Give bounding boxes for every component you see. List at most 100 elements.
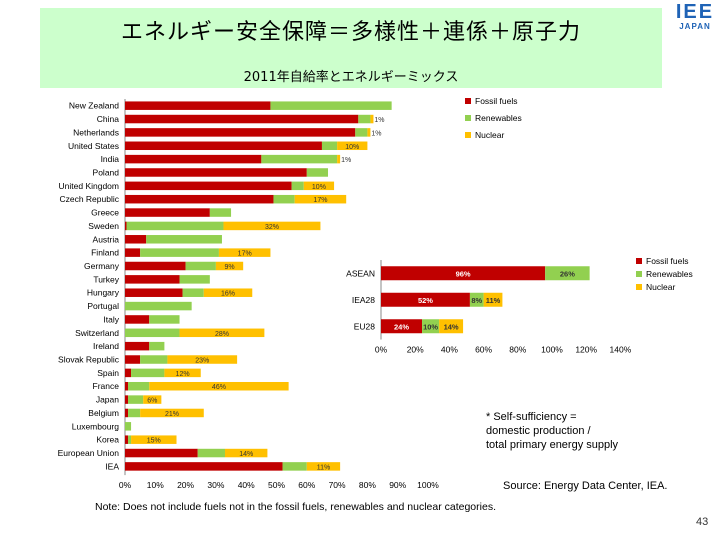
bar-fossil-new-zealand: [125, 101, 271, 110]
bar-renewables-luxembourg: [125, 422, 132, 431]
bar-nuclear-germany: [215, 261, 244, 271]
bar-nuclear-hungary: [203, 288, 253, 297]
self-sufficiency-footnote: * Self-sufficiency = domestic production…: [486, 410, 618, 452]
category-label-belgium: Belgium: [88, 408, 119, 418]
page-number: 43: [696, 516, 709, 528]
data-label-switzerland: 28%: [215, 331, 229, 338]
legend-label-fossil: Fossil fuels: [475, 96, 518, 106]
iee-japan-logo: IEE JAPAN: [672, 2, 718, 32]
category-label-united-states: United States: [68, 141, 119, 151]
bar-fossil-united-kingdom: [125, 181, 292, 191]
slide-title: エネルギー安全保障＝多様性＋連係＋原子力: [120, 20, 581, 45]
category-label-sweden: Sweden: [88, 221, 119, 231]
category-label-united-kingdom: United Kingdom: [59, 181, 119, 191]
inset-bar-renewables-iea28: [469, 292, 484, 307]
data-label-france: 46%: [212, 384, 226, 391]
data-label-united-states: 10%: [345, 144, 359, 151]
bar-renewables-iea: [282, 462, 307, 471]
x-tick-label-30: 30%: [207, 480, 224, 490]
bar-renewables-spain: [131, 368, 165, 378]
data-label-czech-republic: 17%: [313, 197, 327, 204]
bar-renewables-sweden: [126, 221, 224, 231]
category-label-netherlands: Netherlands: [73, 127, 119, 137]
inset-x-tick-label-0: 0%: [375, 345, 388, 355]
inset-data-label-nuclear-eu28: 14%: [444, 322, 459, 331]
inset-data-label-renewables-iea28: 8%: [471, 296, 482, 305]
bar-renewables-switzerland: [125, 328, 180, 338]
bar-renewables-greece: [209, 208, 232, 217]
category-label-turkey: Turkey: [93, 274, 119, 284]
category-label-germany: Germany: [84, 261, 120, 271]
bar-fossil-iea: [125, 462, 283, 471]
x-tick-label-40: 40%: [238, 480, 255, 490]
inset-legend-swatch-renewables: [636, 271, 642, 277]
data-label-sweden: 32%: [265, 224, 279, 231]
bar-fossil-belgium: [125, 408, 129, 418]
inset-category-label-asean: ASEAN: [346, 268, 375, 278]
legend-swatch-nuclear: [465, 132, 471, 138]
data-label-germany: 9%: [224, 264, 234, 271]
x-tick-label-50: 50%: [268, 480, 285, 490]
inset-bar-renewables-asean: [545, 266, 590, 281]
category-label-spain: Spain: [97, 368, 119, 378]
inset-x-tick-label-140: 140%: [610, 345, 632, 355]
footnote-line-2: domestic production /: [486, 425, 591, 437]
bar-renewables-ireland: [149, 341, 165, 351]
bar-nuclear-china: [370, 114, 374, 124]
inset-data-label-fossil-asean: 96%: [456, 269, 471, 278]
x-tick-label-70: 70%: [329, 480, 346, 490]
data-label-india: 1%: [341, 157, 351, 164]
data-label-china: 1%: [374, 117, 384, 124]
bar-nuclear-slovak-republic: [167, 355, 238, 364]
bar-fossil-finland: [125, 248, 141, 257]
category-label-european-union: European Union: [58, 448, 120, 458]
bar-fossil-germany: [125, 261, 186, 271]
bar-fossil-united-states: [125, 141, 322, 151]
category-label-austria: Austria: [93, 234, 120, 244]
bar-renewables-india: [261, 154, 338, 164]
bar-renewables-italy: [149, 315, 180, 324]
category-label-korea: Korea: [96, 435, 119, 445]
bar-fossil-turkey: [125, 275, 180, 284]
inset-bar-fossil-asean: [381, 266, 546, 281]
category-label-india: India: [101, 154, 120, 164]
bar-renewables-korea: [128, 435, 132, 444]
bar-fossil-sweden: [125, 221, 127, 231]
bar-fossil-china: [125, 114, 359, 124]
category-label-iea: IEA: [105, 461, 119, 471]
bar-fossil-greece: [125, 208, 210, 217]
bar-renewables-european-union: [197, 448, 225, 458]
bar-renewables-united-states: [321, 141, 338, 151]
inset-category-label-iea28: IEA28: [352, 295, 375, 305]
bar-fossil-india: [125, 154, 262, 164]
bar-fossil-spain: [125, 368, 132, 378]
inset-legend-swatch-fossil: [636, 258, 642, 264]
data-label-finland: 17%: [238, 251, 252, 258]
category-label-switzerland: Switzerland: [75, 328, 119, 338]
category-label-slovak-republic: Slovak Republic: [58, 355, 120, 365]
bar-renewables-turkey: [179, 275, 210, 284]
bar-renewables-united-kingdom: [291, 181, 304, 191]
category-label-portugal: Portugal: [87, 301, 119, 311]
inset-bar-nuclear-eu28: [439, 319, 464, 334]
data-label-netherlands: 1%: [371, 130, 381, 137]
inset-data-label-nuclear-iea28: 11%: [486, 296, 501, 305]
inset-bar-renewables-eu28: [422, 319, 440, 334]
bar-nuclear-belgium: [140, 408, 204, 418]
category-label-japan: Japan: [96, 395, 119, 405]
bar-nuclear-czech-republic: [294, 194, 347, 204]
inset-data-label-renewables-eu28: 10%: [423, 322, 438, 331]
category-label-hungary: Hungary: [87, 288, 120, 298]
x-tick-label-80: 80%: [359, 480, 376, 490]
data-label-slovak-republic: 23%: [195, 358, 209, 365]
inset-x-tick-label-80: 80%: [509, 345, 526, 355]
bar-renewables-germany: [185, 261, 216, 271]
data-label-iea: 11%: [317, 464, 331, 471]
bar-renewables-hungary: [182, 288, 204, 297]
bar-fossil-japan: [125, 395, 129, 404]
inset-bar-fossil-eu28: [381, 319, 423, 334]
bar-fossil-hungary: [125, 288, 183, 297]
title-banner: エネルギー安全保障＝多様性＋連係＋原子力 2011年自給率とエネルギーミックス: [40, 8, 662, 88]
inset-legend-swatch-nuclear: [636, 284, 642, 290]
